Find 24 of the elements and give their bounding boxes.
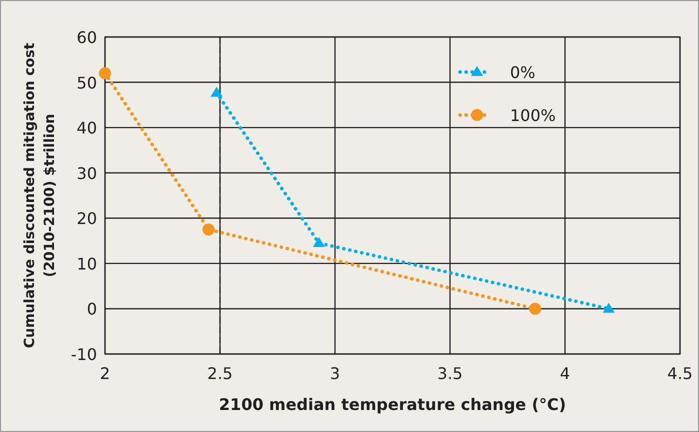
y-tick-label: 0 <box>86 300 97 319</box>
y-tick-label: 60 <box>76 28 97 47</box>
point <box>99 67 111 80</box>
point <box>210 86 223 97</box>
legend-label: 0% <box>510 63 536 82</box>
legend-label: 100% <box>510 106 556 125</box>
x-axis-title: 2100 median temperature change (°C) <box>218 395 566 414</box>
point <box>202 223 214 236</box>
y-tick-label: 20 <box>76 209 97 228</box>
y-tick-label: 30 <box>76 164 97 183</box>
y-axis-title: Cumulative discounted mitigation cost (2010-2100) $trillion <box>22 42 58 348</box>
y-tick-label: -10 <box>70 345 97 364</box>
point <box>312 237 325 248</box>
x-tick-label: 4 <box>560 364 570 383</box>
x-tick-label: 4.5 <box>667 364 693 383</box>
y-tick-label: 40 <box>76 118 97 138</box>
y-tick-label: 50 <box>76 73 97 92</box>
y-tick-label: 10 <box>76 254 97 274</box>
x-tick-label: 2.5 <box>207 364 233 383</box>
point <box>529 302 542 315</box>
x-tick-label: 2 <box>100 364 110 383</box>
x-tick-label: 3 <box>330 364 340 383</box>
point <box>602 302 615 313</box>
x-tick-label: 3.5 <box>437 364 463 383</box>
